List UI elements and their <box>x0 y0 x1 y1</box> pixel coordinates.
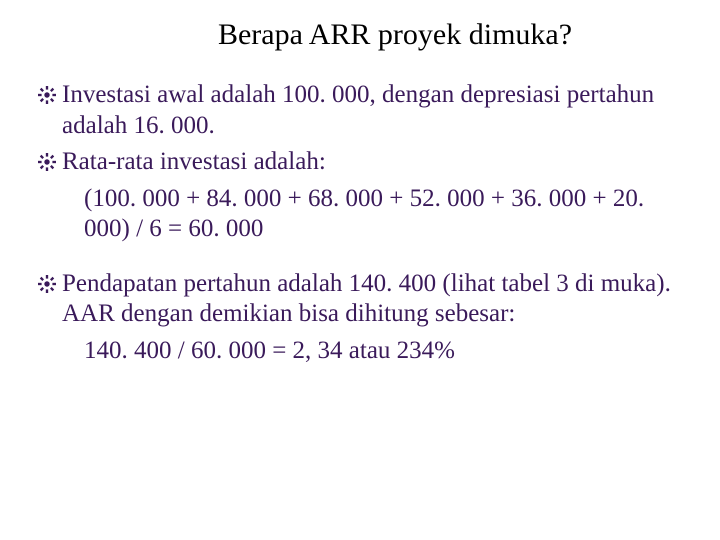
list-item-text: Rata-rata investasi adalah: <box>62 147 326 178</box>
list-item: Pendapatan pertahun adalah 140. 400 (lih… <box>38 269 682 330</box>
list-item-text: Investasi awal adalah 100. 000, dengan d… <box>62 80 682 141</box>
list-item-subtext: (100. 000 + 84. 000 + 68. 000 + 52. 000 … <box>38 184 682 245</box>
list-item: Investasi awal adalah 100. 000, dengan d… <box>38 80 682 141</box>
gear-icon <box>38 153 56 171</box>
list-item: Rata-rata investasi adalah: <box>38 147 682 178</box>
list-item-text: Pendapatan pertahun adalah 140. 400 (lih… <box>62 269 682 330</box>
list-item-subtext: 140. 400 / 60. 000 = 2, 34 atau 234% <box>38 336 682 367</box>
page-title: Berapa ARR proyek dimuka? <box>38 18 682 52</box>
gear-icon <box>38 275 56 293</box>
gear-icon <box>38 86 56 104</box>
